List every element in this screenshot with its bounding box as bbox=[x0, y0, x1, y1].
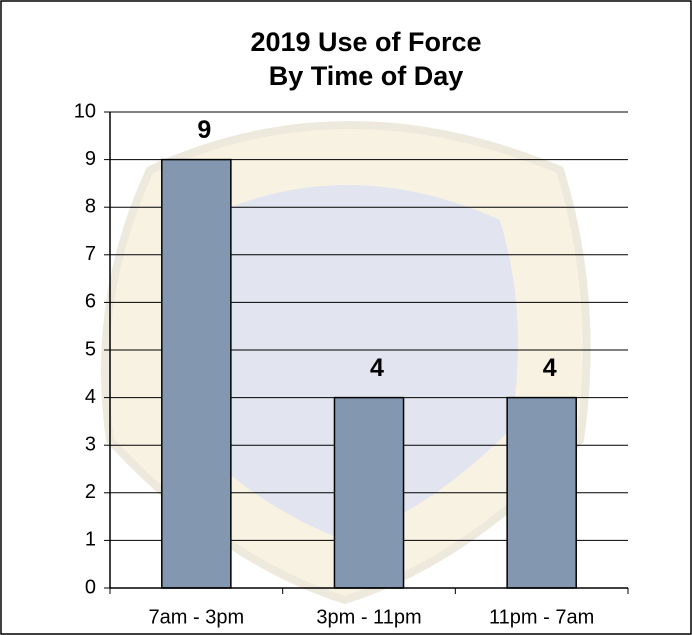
chart-title: 2019 Use of Force bbox=[250, 27, 481, 57]
chart-title: By Time of Day bbox=[269, 61, 464, 91]
y-tick-label: 1 bbox=[85, 529, 96, 551]
y-tick-label: 2 bbox=[85, 481, 96, 503]
x-tick-label: 11pm - 7am bbox=[489, 606, 594, 628]
y-tick-label: 8 bbox=[85, 195, 96, 217]
y-tick-label: 6 bbox=[85, 291, 96, 313]
x-tick-label: 3pm - 11pm bbox=[316, 606, 421, 628]
data-label: 4 bbox=[370, 354, 384, 382]
bar bbox=[333, 396, 405, 589]
y-tick-label: 5 bbox=[85, 338, 96, 360]
bar bbox=[506, 396, 577, 589]
y-tick-label: 7 bbox=[85, 243, 96, 265]
x-tick-label: 7am - 3pm bbox=[149, 606, 245, 628]
data-label: 4 bbox=[543, 354, 557, 382]
bar bbox=[161, 158, 232, 589]
y-tick-label: 3 bbox=[85, 433, 96, 455]
y-tick-label: 10 bbox=[74, 100, 96, 122]
y-tick-label: 4 bbox=[85, 386, 96, 408]
y-tick-label: 0 bbox=[85, 576, 96, 598]
y-tick-label: 9 bbox=[85, 148, 96, 170]
data-label: 9 bbox=[197, 116, 211, 144]
